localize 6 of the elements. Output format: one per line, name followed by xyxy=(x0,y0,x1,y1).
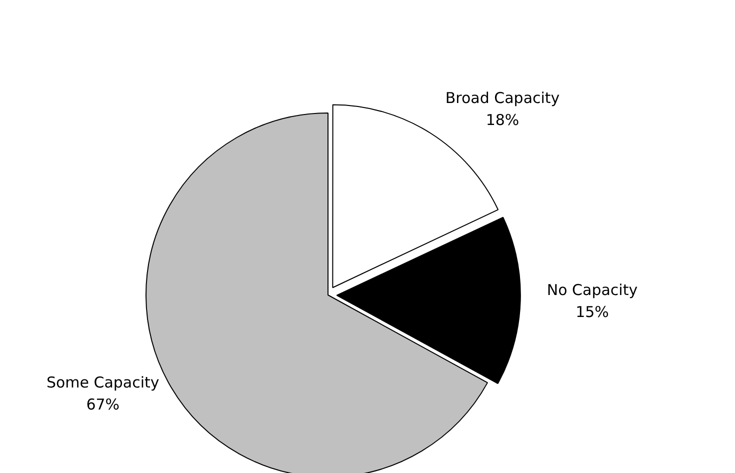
data-label: 15% xyxy=(576,302,609,321)
data-label: 18% xyxy=(486,110,520,129)
slice-label: Broad Capacity xyxy=(445,88,560,107)
slice-label: Some Capacity xyxy=(46,374,160,392)
data-label: 67% xyxy=(86,396,120,414)
slice-label: No Capacity xyxy=(546,280,638,299)
